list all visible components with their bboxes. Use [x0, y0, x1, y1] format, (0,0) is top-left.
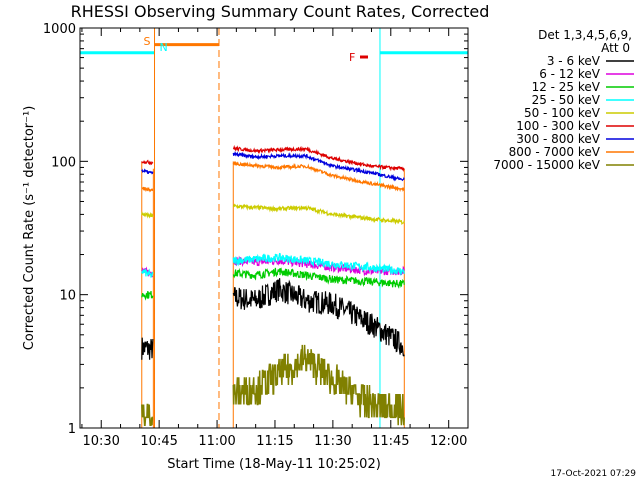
legend-entry: 6 - 12 keV [539, 67, 601, 81]
series-line [141, 210, 154, 219]
x-tick-label: 11:30 [314, 434, 351, 449]
series-line [232, 278, 405, 357]
series-line [141, 337, 154, 360]
chart-title: RHESSI Observing Summary Count Rates, Co… [71, 2, 490, 21]
night-flag-label: N [160, 41, 168, 54]
flag-markers: S N F [144, 35, 368, 64]
x-tick-label: 11:15 [256, 434, 293, 449]
series-line [232, 252, 405, 277]
legend-entry: 100 - 300 keV [516, 119, 600, 133]
plot-area [80, 28, 468, 428]
legend-entry: 25 - 50 keV [532, 93, 601, 107]
saa-flag-label: S [144, 35, 151, 48]
series-line [141, 159, 154, 166]
series-line [141, 168, 154, 175]
series-line [233, 255, 405, 277]
axes: 1 10 100 1000 10:30 10:45 11:00 11:15 11:30 11:45… [43, 22, 468, 449]
series-line [141, 186, 154, 193]
plot-frame [79, 27, 469, 429]
y-tick-label: 100 [51, 155, 76, 170]
y-tick-label: 10 [59, 289, 76, 304]
y-tick-label: 1 [68, 422, 76, 437]
y-axis-label: Corrected Count Rate (s⁻¹ detector⁻¹) [22, 106, 37, 351]
series-line [232, 150, 405, 182]
legend-entry: 800 - 7000 keV [509, 145, 601, 159]
legend-entry: 3 - 6 keV [547, 54, 601, 68]
legend-entry: 300 - 800 keV [516, 132, 600, 146]
series-line [232, 267, 405, 289]
series-line [232, 161, 405, 193]
legend-header-line-1: Det 1,3,4,5,6,9, [538, 28, 632, 42]
legend-entry: 7000 - 15000 keV [493, 158, 600, 172]
x-tick-label: 10:45 [140, 434, 177, 449]
series-line [232, 144, 405, 172]
x-tick-label: 12:00 [430, 434, 467, 449]
series-line [232, 203, 405, 226]
x-tick-label: 11:00 [198, 434, 235, 449]
series-line [232, 344, 405, 426]
timestamp: 17-Oct-2021 07:29 [551, 469, 637, 479]
x-tick-label: 11:45 [372, 434, 409, 449]
y-tick-label: 1000 [43, 22, 76, 37]
legend-header-line-2: Att 0 [601, 41, 630, 55]
series-line [141, 291, 154, 301]
series-line [141, 268, 154, 278]
x-axis-label: Start Time (18-May-11 10:25:02) [167, 457, 381, 472]
flare-flag-label: F [349, 51, 355, 64]
x-tick-label: 10:30 [82, 434, 119, 449]
legend-entry: 12 - 25 keV [532, 80, 601, 94]
series-line [141, 403, 154, 426]
legend-entry: 50 - 100 keV [524, 106, 601, 120]
